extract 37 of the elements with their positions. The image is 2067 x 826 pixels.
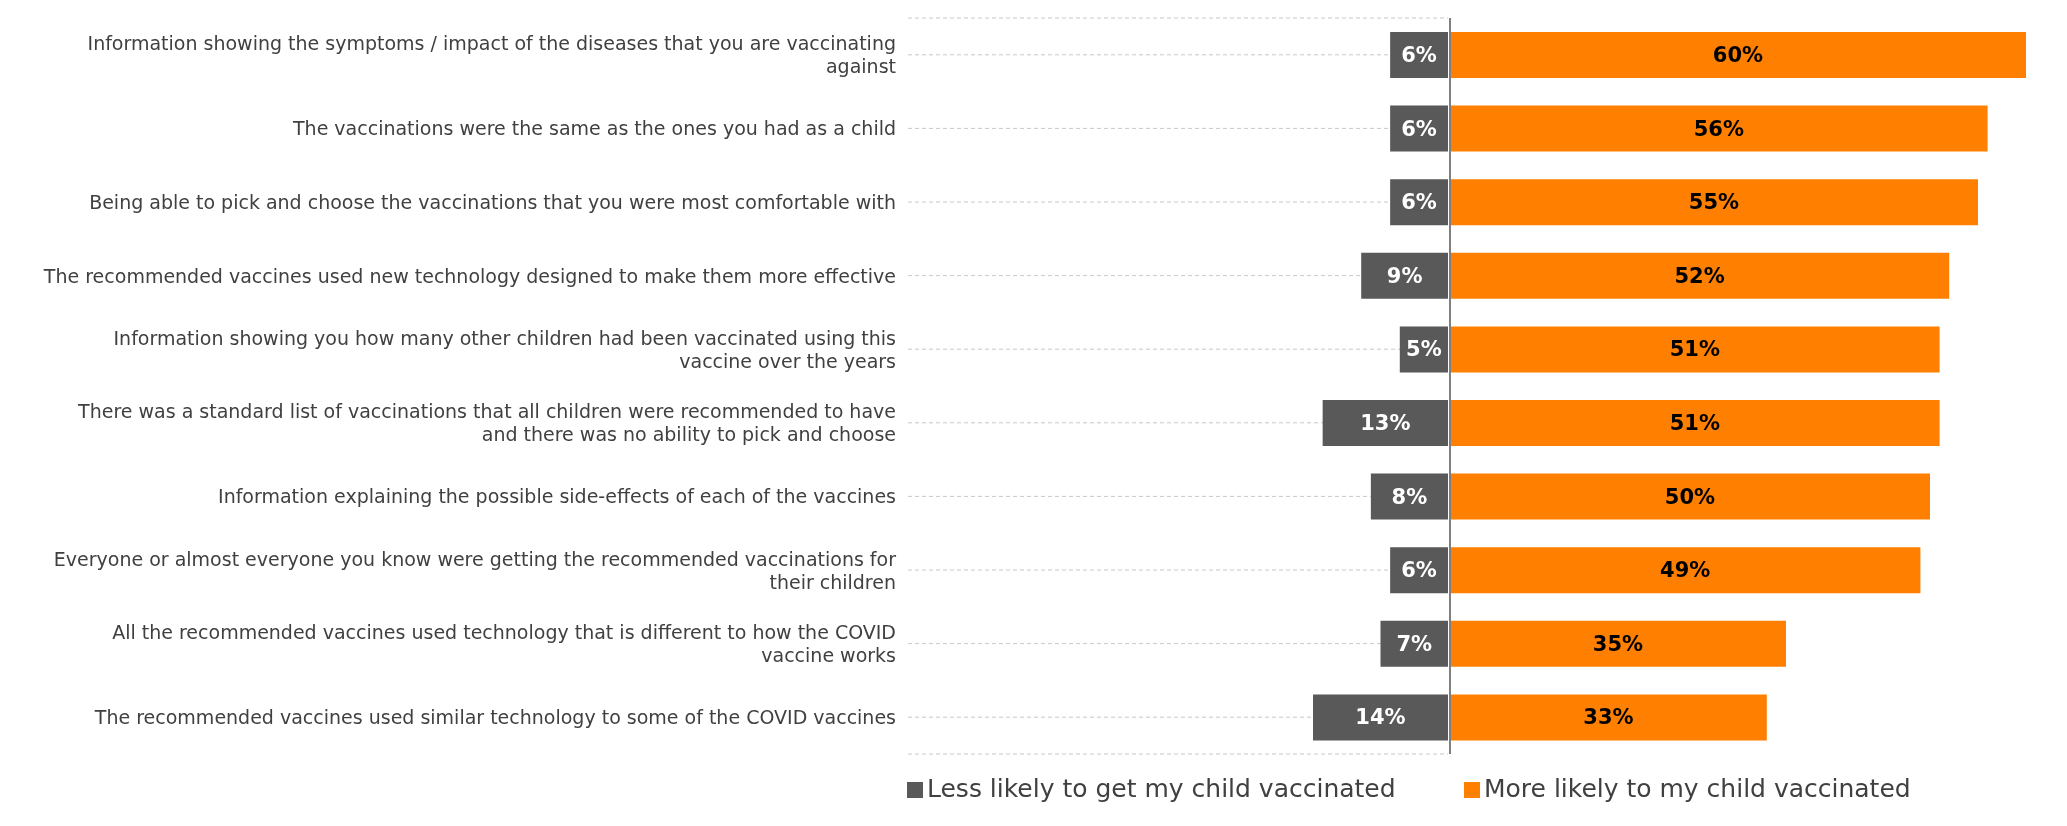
y-tick-label: The recommended vaccines used new technology designed to make them more effective [42, 264, 896, 287]
y-tick-label: Information explaining the possible side-effects of each of the vaccines [218, 485, 896, 508]
data-label: 49% [1660, 558, 1711, 583]
data-label: 6% [1401, 190, 1437, 215]
y-tick-label: Information showing you how many other children had been vaccinated using this vaccine over the years [113, 326, 896, 372]
data-label: 6% [1401, 558, 1437, 583]
data-label: 14% [1355, 705, 1406, 730]
data-label: 13% [1360, 411, 1411, 435]
data-label: 51% [1669, 337, 1720, 362]
y-tick-label: All the recommended vaccines used technology that is different to how the COVID vaccine works [112, 621, 896, 667]
data-label: 56% [1693, 116, 1744, 141]
bar [1380, 620, 1448, 667]
data-label: 50% [1664, 484, 1716, 509]
data-label: 35% [1592, 631, 1644, 656]
y-tick-label: The vaccinations were the same as the ones you had as a child [291, 117, 896, 140]
data-label: 6% [1401, 116, 1437, 141]
y-tick-label: Information showing the symptoms / impact of the diseases that you are vaccinating against [87, 32, 896, 78]
y-tick-label: Everyone or almost everyone you know were getting the recommended vaccinations for their children [53, 547, 897, 593]
data-label: 51% [1669, 411, 1720, 435]
y-tick-label: The recommended vaccines used similar technology to some of the COVID vaccines [93, 706, 896, 729]
data-label: 6% [1401, 43, 1437, 67]
data-label: 9% [1386, 263, 1423, 288]
y-tick-label: There was a standard list of vaccinations that all children were recommended to have and there was no ability to pick and choose [77, 400, 896, 446]
bar [1313, 694, 1448, 741]
bar [1361, 252, 1448, 299]
legend-label: Less likely to get my child vaccinated [927, 774, 1396, 803]
legend-label: More likely to my child vaccinated [1484, 774, 1911, 803]
data-label: 60% [1712, 43, 1764, 67]
data-label: 5% [1406, 337, 1442, 362]
bar [1370, 473, 1448, 520]
bar [1322, 400, 1448, 446]
data-label: 7% [1396, 631, 1433, 656]
data-label: 33% [1583, 705, 1634, 730]
data-label: 55% [1688, 190, 1740, 215]
data-label: 8% [1391, 484, 1428, 509]
y-tick-label: Being able to pick and choose the vaccinations that you were most comfortable with [89, 191, 896, 213]
data-label: 52% [1674, 263, 1725, 288]
